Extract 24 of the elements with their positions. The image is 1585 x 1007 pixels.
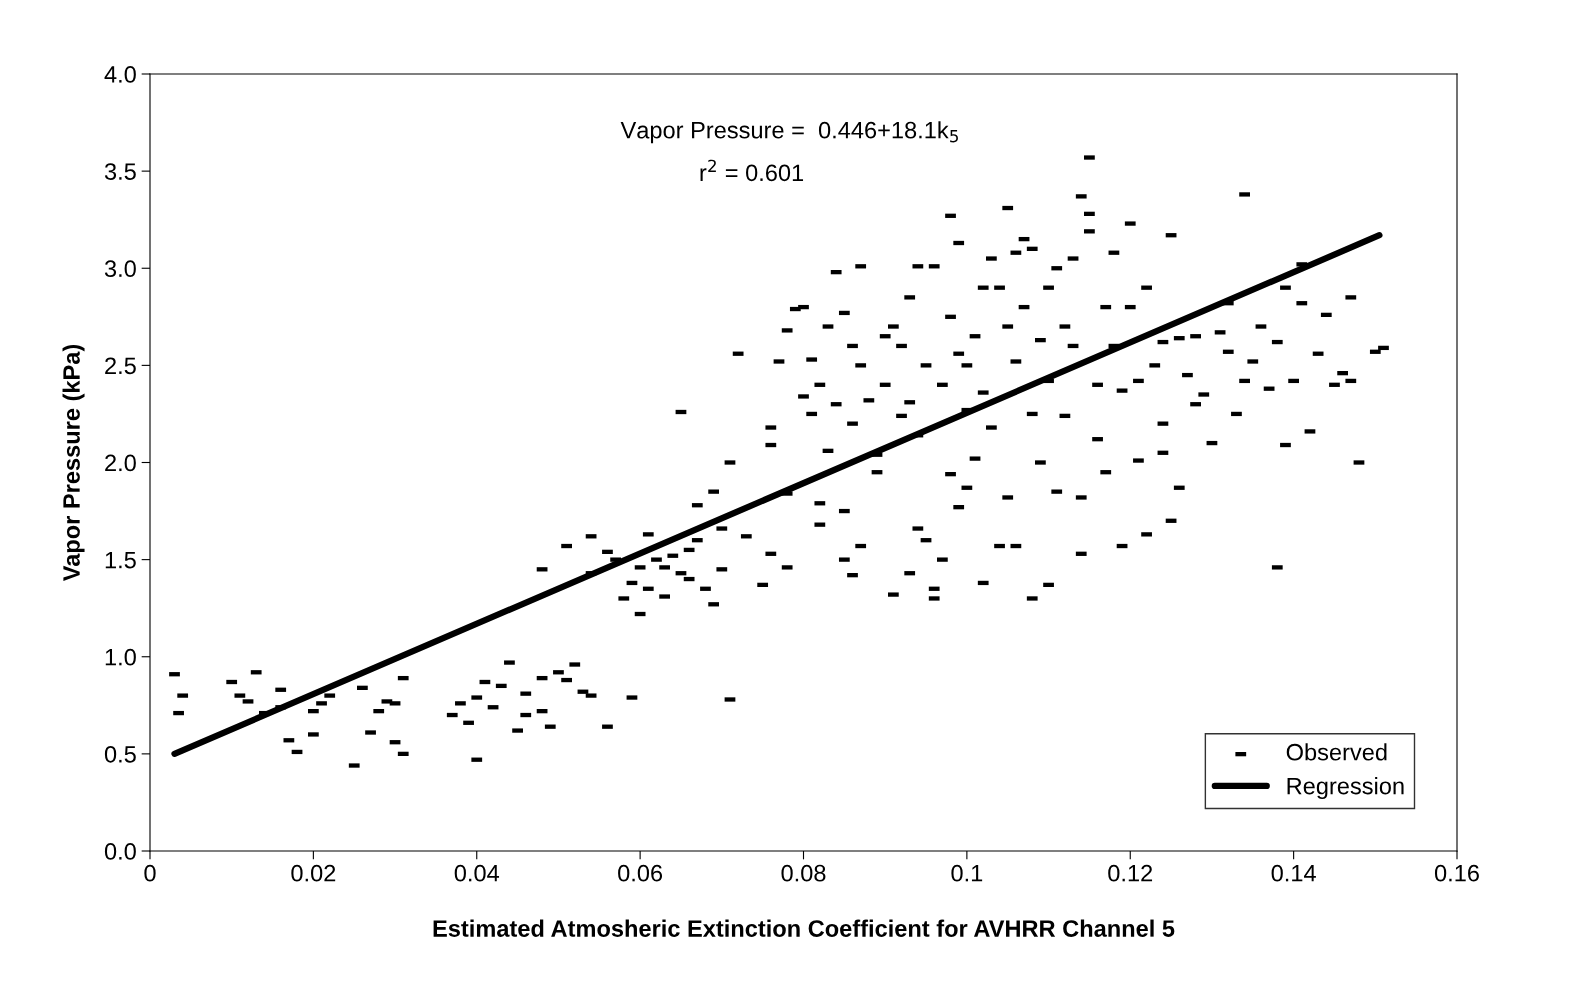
y-tick-label: 1.5 — [105, 551, 136, 569]
x-tick-label: 0.12 — [1108, 864, 1153, 882]
annotation: Vapor Pressure = 0.446+18.1k$_{5}$ — [620, 121, 958, 144]
y-tick-label: 2.0 — [105, 454, 136, 472]
x-tick-label: 0.06 — [618, 864, 663, 882]
y-tick-label: 1.0 — [105, 648, 136, 666]
legend-label: Regression — [1287, 777, 1404, 800]
y-tick-label: 2.5 — [105, 357, 136, 375]
x-tick-label: 0.02 — [291, 864, 336, 882]
y-tick-label: 0.0 — [104, 843, 136, 860]
x-tick-label: 0.16 — [1434, 864, 1479, 882]
legend-label: Observed — [1286, 743, 1387, 761]
x-axis-title: Estimated Atmosheric Extinction Coefficient for AVHRR Channel 5 — [433, 919, 1175, 937]
y-axis-title: Vapor Pressure (kPa) — [62, 344, 85, 582]
annotation: r$^{2}$ = 0.601 — [700, 159, 804, 182]
x-tick-label: 0.14 — [1271, 864, 1316, 882]
y-tick-label: 3.5 — [104, 163, 136, 180]
y-tick-label: 0.5 — [104, 745, 136, 763]
y-tick-label: 4.0 — [104, 66, 136, 83]
x-tick-label: 0.1 — [951, 864, 983, 882]
x-tick-label: 0 — [144, 864, 156, 882]
x-tick-label: 0.08 — [781, 864, 826, 882]
y-tick-label: 3.0 — [104, 260, 136, 278]
x-tick-label: 0.04 — [454, 864, 500, 882]
